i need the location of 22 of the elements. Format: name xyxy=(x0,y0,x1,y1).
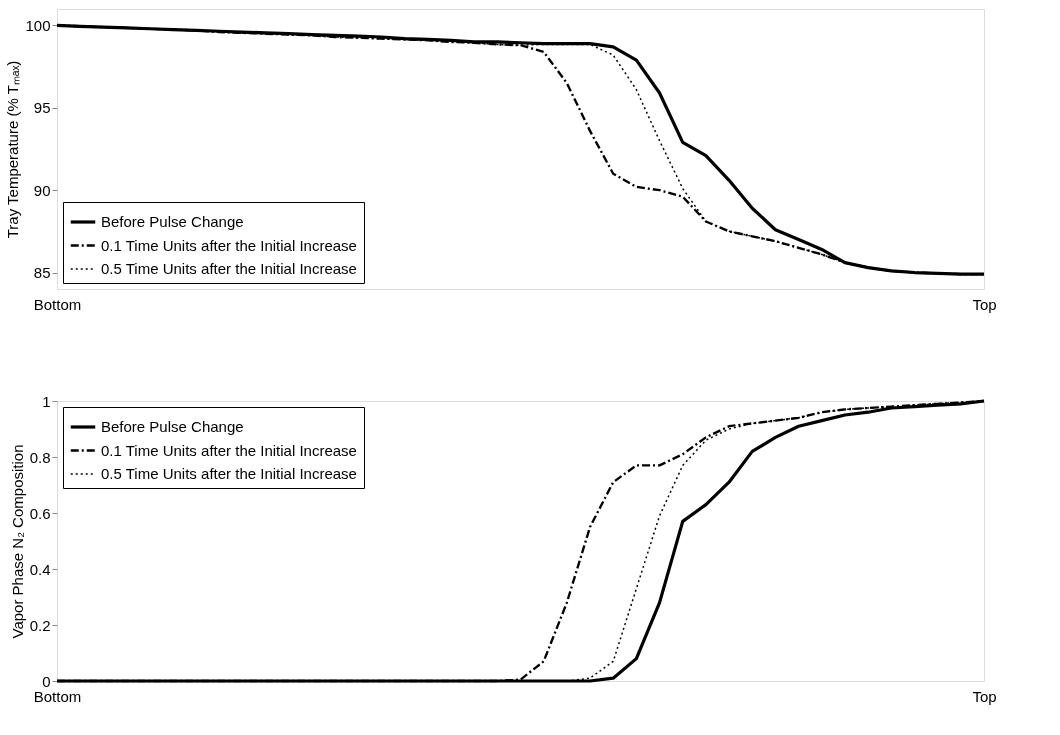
legend-label: Before Pulse Change xyxy=(101,418,244,435)
legend-label: 0.1 Time Units after the Initial Increase xyxy=(101,441,357,459)
y-axis-title: Vapor Phase N₂ Composition xyxy=(8,444,26,639)
legend-label: 0.5 Time Units after the Initial Increase xyxy=(101,465,357,482)
x-tick-label: Bottom xyxy=(33,295,82,313)
x-tick-label: Top xyxy=(972,295,997,313)
y-tick-label: 95 xyxy=(33,99,51,117)
legend-label: 0.1 Time Units after the Initial Increase xyxy=(101,236,357,254)
y-tick-label: 0.2 xyxy=(29,616,51,634)
x-tick-label: Bottom xyxy=(33,687,82,705)
y-tick-label: 0 xyxy=(42,672,51,690)
y-tick-label: 0.8 xyxy=(29,448,51,466)
y-tick-label: 1 xyxy=(42,392,51,410)
y-tick-label: 85 xyxy=(33,264,51,282)
y-tick-label: 100 xyxy=(25,16,51,34)
x-tick-label: Top xyxy=(972,687,997,705)
legend-label: 0.5 Time Units after the Initial Increase xyxy=(101,260,357,277)
y-tick-label: 0.4 xyxy=(29,560,51,578)
y-tick-label: 90 xyxy=(33,181,51,199)
y-axis-title: Tray Temperature (% Tₘₐₓ) xyxy=(4,60,22,239)
y-tick-label: 0.6 xyxy=(29,504,51,522)
legend-label: Before Pulse Change xyxy=(101,213,244,230)
